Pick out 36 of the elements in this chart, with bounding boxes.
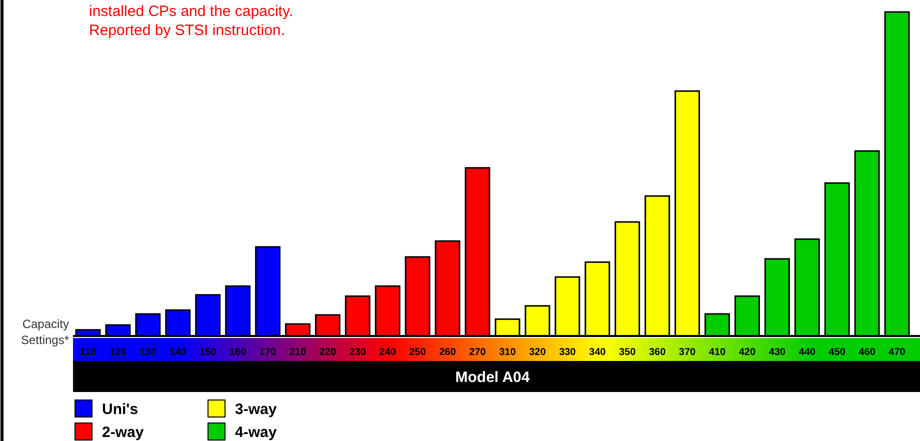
- legend-label: 3-way: [235, 401, 278, 418]
- x-tick-label: 210: [289, 347, 307, 358]
- x-tick-label: 320: [529, 347, 546, 358]
- x-tick-label: 250: [409, 347, 426, 358]
- x-tick-label: 430: [768, 347, 786, 358]
- x-tick-label: 120: [110, 347, 127, 358]
- legend-label: 2-way: [102, 424, 144, 441]
- legend-label: Uni's: [102, 401, 138, 418]
- x-tick-label: 370: [678, 347, 696, 358]
- x-tick-label: 230: [349, 347, 366, 358]
- annotation: Reported by STSI instruction.: [89, 22, 285, 39]
- x-tick-label: 240: [379, 347, 396, 358]
- x-tick-label: 350: [618, 347, 636, 358]
- x-tick-label: 160: [229, 347, 247, 358]
- x-tick-label: 450: [828, 347, 846, 358]
- x-tick-label: 330: [559, 347, 576, 358]
- x-tick-label: 270: [469, 347, 486, 358]
- x-tick-label: 470: [888, 347, 906, 358]
- x-tick-label: 410: [708, 347, 726, 358]
- annotation: installed CPs and the capacity.: [89, 3, 294, 20]
- x-tick-label: 260: [439, 347, 456, 358]
- x-tick-label: 170: [259, 347, 277, 358]
- x-tick-label: 440: [798, 347, 816, 358]
- x-tick-label: 460: [858, 347, 876, 358]
- x-axis-title: Model A04: [455, 369, 530, 386]
- x-tick-label: 340: [589, 347, 606, 358]
- x-tick-label: 310: [499, 347, 516, 358]
- x-tick-label: 150: [199, 347, 217, 358]
- y-axis-title: Capacity Settings*: [20, 317, 70, 347]
- x-tick-label: 140: [170, 347, 187, 358]
- x-tick-label: 360: [648, 347, 666, 358]
- x-tick-label: 220: [319, 347, 336, 358]
- legend-label: 4-way: [235, 424, 278, 441]
- x-tick-label: 110: [80, 347, 96, 358]
- x-tick-label: 130: [140, 347, 157, 358]
- x-tick-label: 420: [738, 347, 756, 358]
